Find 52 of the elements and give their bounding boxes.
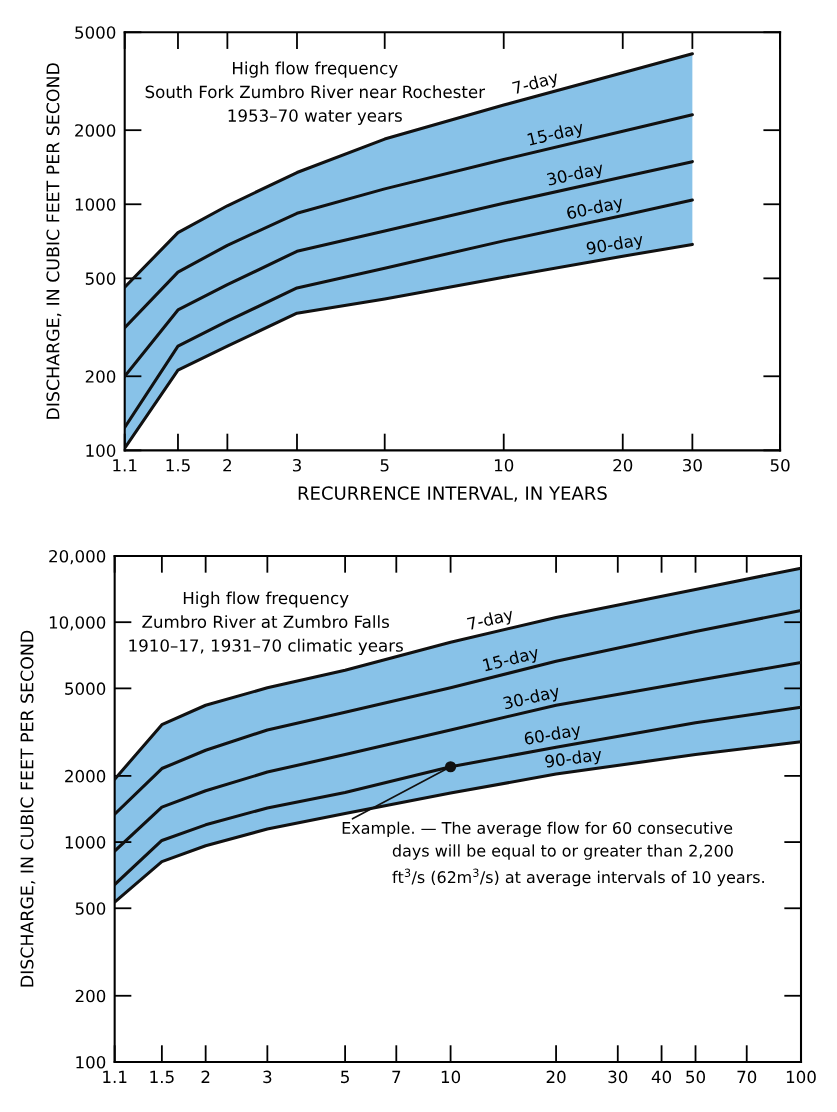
text: 90-day: [586, 232, 645, 258]
x-tick-label: 3: [292, 458, 301, 472]
x-tick-label: 50: [686, 1070, 706, 1084]
y-tick-label: 5000: [75, 26, 116, 39]
x-tick-label: 1.5: [150, 1070, 174, 1084]
y-tick-label: 2000: [65, 769, 106, 783]
text: 15-day: [482, 645, 541, 675]
y-tick-label: 2000: [75, 124, 116, 137]
text: 90-day: [544, 747, 603, 772]
y-axis-title: DISCHARGE, IN CUBIC FEET PER SECOND: [20, 630, 36, 987]
x-tick-label: 100: [786, 1070, 816, 1084]
x-tick-label: 1.1: [113, 459, 137, 472]
x-tick-label: 30: [608, 1070, 628, 1084]
x-tick-label: 10: [494, 458, 514, 472]
x-tick-label: 1.1: [103, 1070, 127, 1083]
text: 7-day: [466, 607, 515, 634]
text: 7-day: [511, 70, 560, 98]
x-tick-label: 1.5: [166, 459, 190, 472]
x-axis-title: RECURRENCE INTERVAL, IN YEARS: [298, 486, 607, 502]
x-tick-label: 2: [201, 1070, 210, 1083]
y-tick-label: 100: [76, 1055, 106, 1069]
x-tick-label: 50: [770, 458, 790, 472]
x-tick-label: 5: [380, 459, 389, 472]
text: 60-day: [523, 722, 582, 749]
y-tick-label: 500: [75, 902, 106, 915]
x-tick-label: 2: [223, 458, 231, 472]
x-tick-label: 7: [392, 1070, 401, 1083]
y-tick-label: 500: [85, 272, 116, 285]
text: 60-day: [566, 195, 625, 223]
x-tick-label: 20: [613, 458, 633, 472]
text: High flow frequency Zumbro River at Zumbro Falls 1910–17, 1931–70 climatic years: [129, 591, 403, 655]
y-tick-label: 5000: [65, 682, 106, 695]
x-tick-label: 30: [683, 458, 702, 472]
y-tick-label: 200: [75, 989, 106, 1003]
y-tick-label: 1000: [65, 836, 106, 849]
y-tick-label: 1000: [75, 198, 116, 211]
text: High flow frequency South Fork Zumbro River near Rochester 1953–70 water years: [145, 61, 486, 126]
y-axis-title: DISCHARGE, IN CUBIC FEET PER SECOND: [46, 63, 62, 419]
y-tick-label: 100: [86, 444, 116, 457]
annotation: Example. — The average flow for 60 consecutive days will be equal to or greater than 2,200 ft$^{3}$/s (62m$^{3}$/s) at average intervals of 10 years.: [342, 821, 764, 887]
text: 30-day: [546, 161, 605, 189]
x-tick-label: 3: [263, 1070, 272, 1084]
x-tick-label: 40: [651, 1070, 672, 1084]
x-tick-label: 20: [546, 1070, 566, 1084]
y-tick-label: 10,000: [49, 616, 106, 631]
text: 15-day: [527, 120, 585, 149]
x-tick-label: 10: [441, 1070, 461, 1084]
x-tick-label: 70: [737, 1070, 757, 1084]
x-tick-label: 5: [341, 1070, 349, 1084]
y-tick-label: 200: [85, 370, 116, 383]
text: 30-day: [502, 684, 562, 713]
y-tick-label: 20,000: [49, 549, 106, 565]
